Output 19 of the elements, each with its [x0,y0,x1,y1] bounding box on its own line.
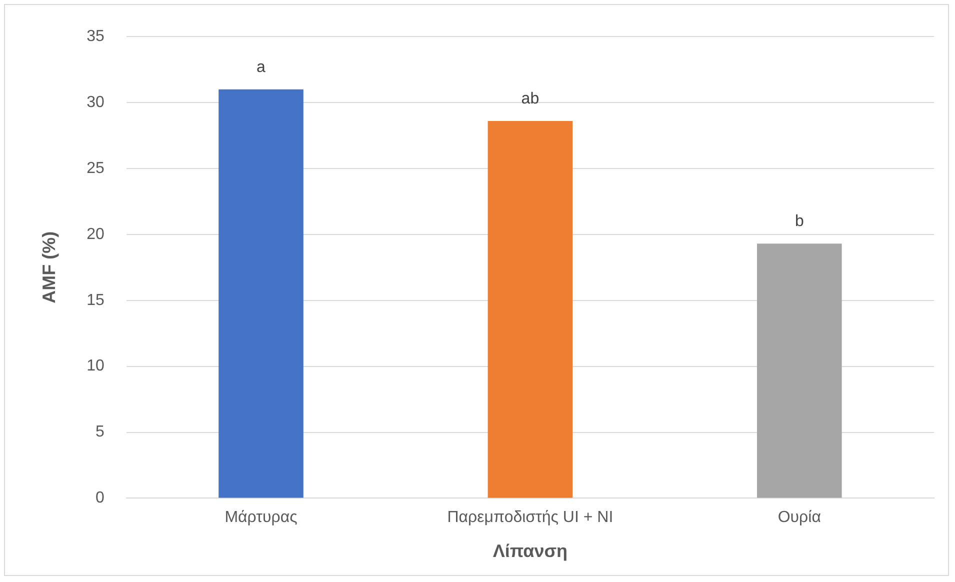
y-tick-label: 15 [86,292,104,309]
y-tick-label: 5 [95,424,104,441]
annotation: b [794,213,804,230]
y-tick-label: 25 [86,160,104,177]
x-tick-label: Παρεμποδιστής UI + NI [447,509,614,526]
bar [218,89,304,498]
annotation: a [256,58,266,76]
x-tick-label: Μάρτυρας [224,509,298,526]
bar [488,121,573,498]
y-tick-label: 35 [86,28,104,46]
y-tick-label: 30 [86,94,104,111]
y-tick-label: 0 [95,490,104,507]
y-axis-title: AMF (%) [38,231,59,304]
annotation: ab [521,90,540,108]
bar [757,244,842,498]
x-axis-title: Λίπανση [492,541,568,562]
y-tick-label: 20 [86,226,104,243]
x-tick-label: Ουρία [778,509,821,526]
y-tick-label: 10 [86,358,104,375]
